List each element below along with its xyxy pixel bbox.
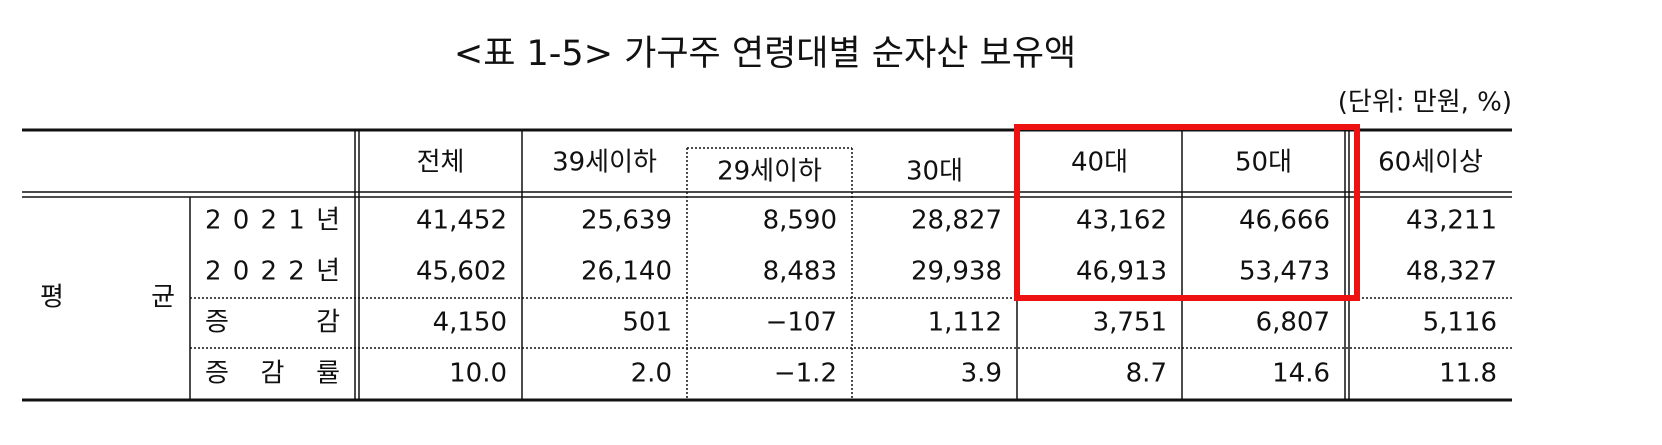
cell: 46,666 [1239, 206, 1330, 236]
cell: 14.6 [1272, 359, 1330, 389]
cell: 43,211 [1406, 206, 1497, 236]
row-label: 2 0 2 2 년 [205, 257, 340, 287]
column-header: 29세이하 [717, 157, 822, 187]
unit-note: (단위: 만원, %) [1338, 88, 1512, 118]
cell: 6,807 [1256, 308, 1330, 338]
cell: 46,913 [1076, 257, 1167, 287]
cell: −1.2 [774, 359, 837, 389]
cell: 501 [622, 308, 672, 338]
cell: 4,150 [433, 308, 507, 338]
cell: 10.0 [449, 359, 507, 389]
column-header: 30대 [906, 157, 963, 187]
cell: 26,140 [581, 257, 672, 287]
table-title: <표 1-5> 가구주 연령대별 순자산 보유액 [454, 34, 1076, 74]
cell: 11.8 [1439, 359, 1497, 389]
row-label: 증 감 률 [205, 359, 340, 389]
row-label: 증 감 [205, 308, 340, 338]
cell: 3,751 [1093, 308, 1167, 338]
column-header: 39세이하 [552, 148, 657, 178]
cell: 43,162 [1076, 206, 1167, 236]
column-header: 60세이상 [1378, 148, 1483, 178]
cell: 8,483 [763, 257, 837, 287]
cell: −107 [766, 308, 837, 338]
row-label: 2 0 2 1 년 [205, 206, 340, 236]
cell: 25,639 [581, 206, 672, 236]
cell: 53,473 [1239, 257, 1330, 287]
group-label: 평 균 [40, 283, 175, 313]
cell: 29,938 [911, 257, 1002, 287]
column-header: 50대 [1235, 148, 1292, 178]
cell: 5,116 [1423, 308, 1497, 338]
cell: 3.9 [961, 359, 1002, 389]
cell: 8,590 [763, 206, 837, 236]
cell: 8.7 [1126, 359, 1167, 389]
cell: 45,602 [416, 257, 507, 287]
cell: 41,452 [416, 206, 507, 236]
highlight-box [1014, 124, 1360, 301]
cell: 28,827 [911, 206, 1002, 236]
column-header: 40대 [1071, 148, 1128, 178]
cell: 1,112 [928, 308, 1002, 338]
cell: 2.0 [631, 359, 672, 389]
cell: 48,327 [1406, 257, 1497, 287]
column-header: 전체 [417, 148, 465, 178]
